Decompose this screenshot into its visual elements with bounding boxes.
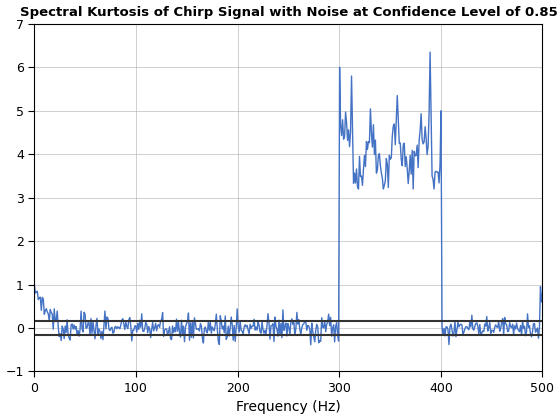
X-axis label: Frequency (Hz): Frequency (Hz) <box>236 400 341 415</box>
Title: Spectral Kurtosis of Chirp Signal with Noise at Confidence Level of 0.85: Spectral Kurtosis of Chirp Signal with N… <box>20 5 557 18</box>
